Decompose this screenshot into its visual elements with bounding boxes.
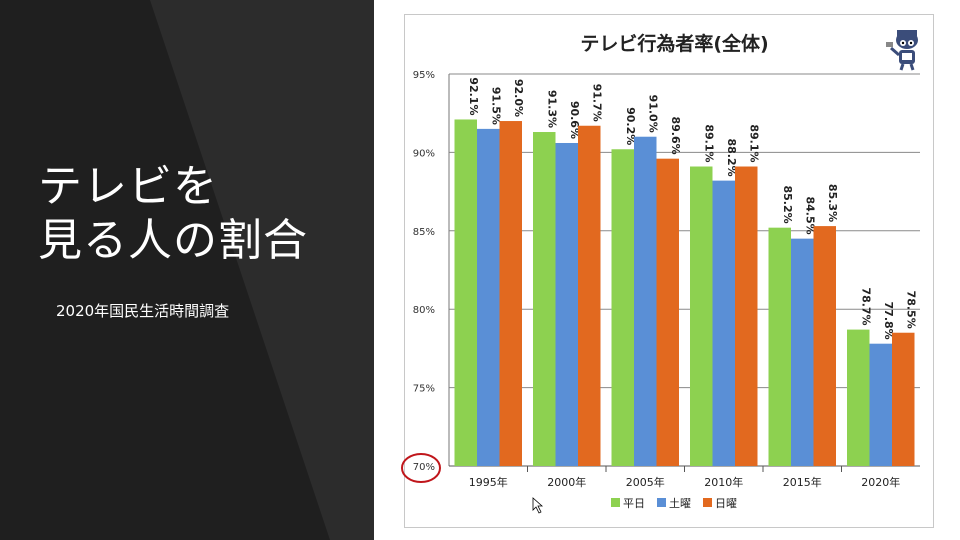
legend-swatch bbox=[703, 498, 712, 507]
bar bbox=[791, 238, 814, 466]
bar bbox=[454, 119, 477, 467]
x-tick-label: 2015年 bbox=[783, 475, 822, 489]
left-panel: テレビを 見る人の割合 2020年国民生活時間調査 bbox=[0, 0, 374, 540]
mouse-cursor-icon bbox=[532, 497, 544, 514]
x-tick-label: 2020年 bbox=[861, 475, 900, 489]
bar bbox=[813, 226, 836, 466]
diagonal-shade bbox=[150, 0, 374, 540]
bar bbox=[611, 149, 634, 467]
data-label: 89.1% bbox=[747, 124, 760, 162]
x-tick-label: 2005年 bbox=[626, 475, 665, 489]
data-label: 77.8% bbox=[882, 302, 895, 340]
data-label: 85.2% bbox=[781, 185, 794, 223]
data-label: 85.3% bbox=[826, 184, 839, 222]
data-label: 91.3% bbox=[545, 90, 558, 128]
data-label: 91.0% bbox=[646, 95, 659, 133]
data-label: 90.6% bbox=[568, 101, 581, 139]
y-tick-label: 85% bbox=[413, 227, 435, 238]
bar bbox=[735, 166, 758, 466]
bar bbox=[533, 132, 556, 467]
data-label: 88.2% bbox=[725, 138, 738, 176]
data-label: 92.1% bbox=[467, 77, 480, 115]
data-label: 89.6% bbox=[669, 117, 682, 155]
data-label: 90.2% bbox=[624, 107, 637, 145]
bar bbox=[847, 329, 870, 466]
legend-label: 日曜 bbox=[715, 497, 737, 510]
bar bbox=[656, 158, 679, 466]
data-label: 84.5% bbox=[803, 196, 816, 234]
data-label: 92.0% bbox=[512, 79, 525, 117]
bar bbox=[869, 343, 892, 466]
x-tick-label: 2000年 bbox=[547, 475, 586, 489]
bar bbox=[555, 142, 578, 466]
bar bbox=[477, 128, 500, 466]
slide-title-line2: 見る人の割合 bbox=[38, 215, 308, 266]
x-tick-label: 1995年 bbox=[469, 475, 508, 489]
data-label: 89.1% bbox=[702, 124, 715, 162]
y-tick-label: 70% bbox=[413, 462, 435, 473]
legend-label: 平日 bbox=[623, 497, 645, 510]
bar bbox=[712, 180, 735, 466]
x-tick-label: 2010年 bbox=[704, 475, 743, 489]
data-label: 91.5% bbox=[489, 87, 502, 125]
chart-title: テレビ行為者率(全体) bbox=[580, 32, 768, 55]
mascot-illustration bbox=[886, 30, 918, 71]
data-label: 78.5% bbox=[904, 291, 917, 329]
y-tick-label: 95% bbox=[413, 70, 435, 81]
bar bbox=[578, 125, 601, 466]
legend-label: 土曜 bbox=[669, 497, 691, 510]
slide-title: テレビを 見る人の割合 bbox=[38, 160, 308, 268]
highlight-circle bbox=[401, 453, 441, 483]
y-tick-label: 90% bbox=[413, 148, 435, 159]
bar bbox=[768, 227, 791, 466]
data-label: 91.7% bbox=[590, 84, 603, 122]
data-label: 78.7% bbox=[859, 287, 872, 325]
y-tick-label: 80% bbox=[413, 305, 435, 316]
slide-title-line1: テレビを bbox=[38, 161, 218, 212]
bar bbox=[892, 332, 915, 466]
bar bbox=[690, 166, 713, 466]
y-tick-label: 75% bbox=[413, 384, 435, 395]
legend-swatch bbox=[611, 498, 620, 507]
legend-swatch bbox=[657, 498, 666, 507]
bar bbox=[634, 136, 657, 466]
slide-subtitle: 2020年国民生活時間調査 bbox=[56, 302, 230, 320]
bar bbox=[499, 121, 522, 466]
